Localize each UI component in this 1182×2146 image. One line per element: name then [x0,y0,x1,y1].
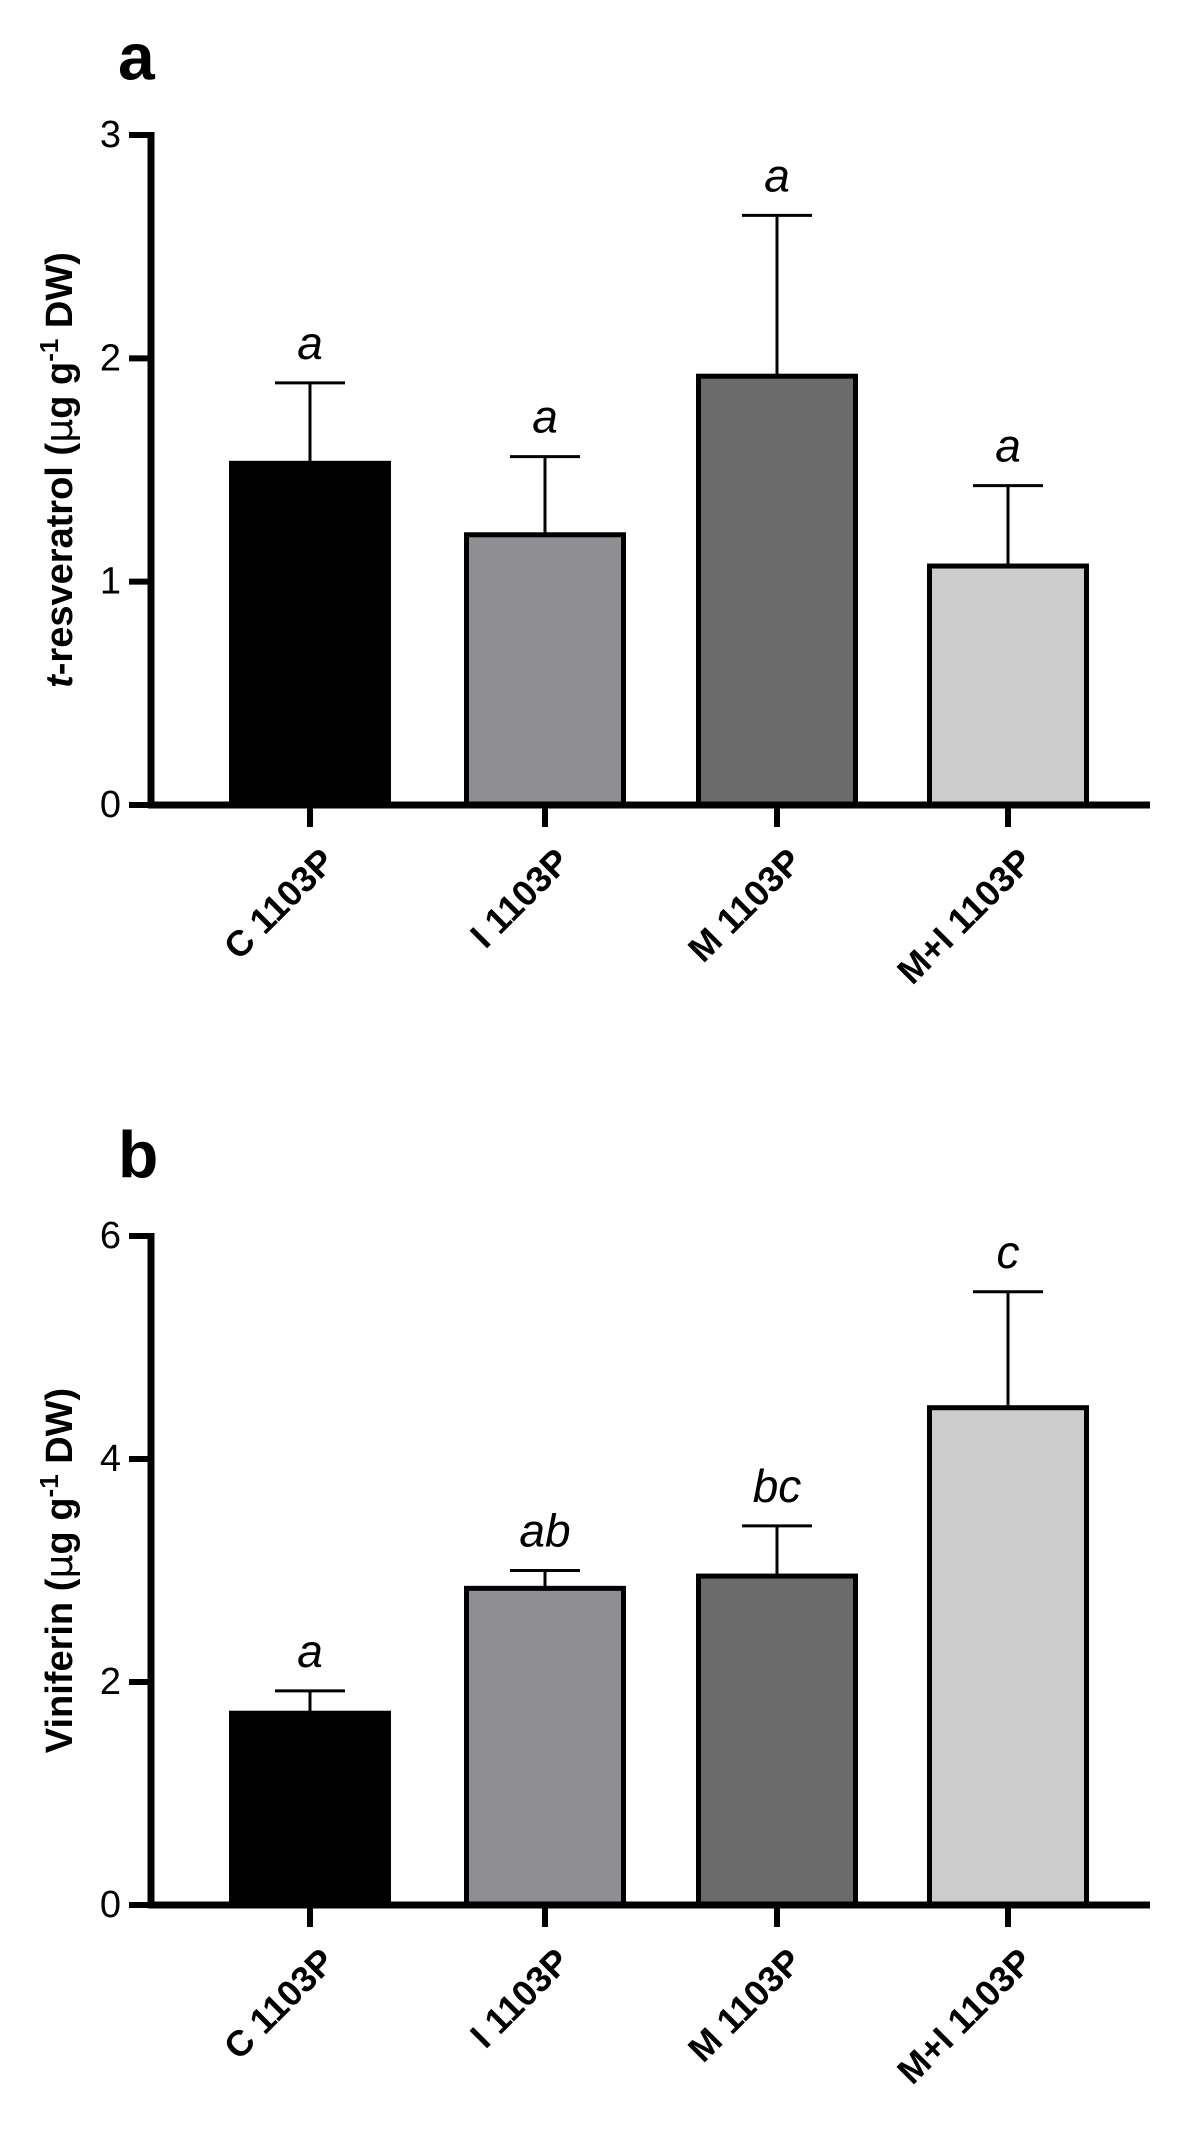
x-category-label: M 1103P [680,840,809,969]
x-category-label: C 1103P [216,1940,343,2067]
significance-label: a [995,420,1021,472]
bar-m-i-1103p [927,563,1089,808]
significance-label: ab [519,1505,570,1557]
bar-i-1103p [464,532,626,808]
x-category-label: I 1103P [462,1940,577,2055]
y-axis-label: t-resveratrol (μg g-1 DW) [34,252,81,688]
significance-label: bc [753,1460,802,1512]
y-tick-label: 2 [100,1661,121,1703]
x-category-label: M 1103P [680,1940,809,2069]
x-category-label: C 1103P [216,840,343,967]
chart-panel-b: b 0 2 4 6 Viniferin (μg g-1 DW) a ab bc c C 1103P I… [34,1117,1150,2092]
bar-m-1103p [696,1573,858,1908]
x-category-label: M+I 1103P [889,840,1040,991]
bar-m-i-1103p [927,1405,1089,1908]
y-tick-label: 0 [100,784,121,826]
bar-c-1103p [229,1710,391,1908]
y-tick-label: 6 [100,1215,121,1257]
y-tick-label: 0 [100,1884,121,1926]
chart-panel-a: a 0 1 2 3 t-resveratrol (μg g-1 DW) a a a a C 1103… [34,19,1150,992]
significance-label: a [297,1625,323,1677]
y-tick-label: 4 [100,1438,121,1480]
bar-i-1103p [464,1585,626,1908]
x-category-label: M+I 1103P [889,1940,1040,2091]
bar-c-1103p [229,460,391,808]
panel-letter: a [118,19,156,93]
y-tick-label: 2 [100,337,121,379]
panel-letter: b [118,1117,158,1191]
y-tick-label: 1 [100,561,121,603]
y-tick-label: 3 [100,114,121,156]
significance-label: a [532,391,558,443]
significance-label: a [297,317,323,369]
significance-label: a [764,149,790,201]
significance-label: c [997,1226,1020,1278]
x-category-label: I 1103P [462,840,577,955]
y-axis-label: Viniferin (μg g-1 DW) [34,1388,81,1753]
bar-m-1103p [696,373,858,808]
